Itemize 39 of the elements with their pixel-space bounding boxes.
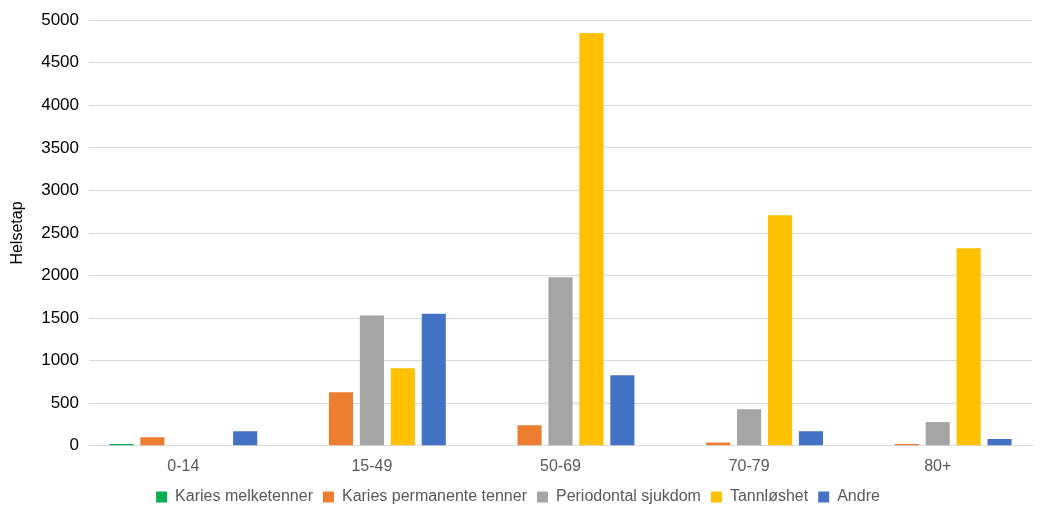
y-tick-label: 3500 bbox=[41, 137, 80, 157]
bar bbox=[328, 392, 354, 446]
bar bbox=[390, 368, 415, 446]
x-tick-label: 70-79 bbox=[728, 456, 770, 474]
y-tick-label: 3000 bbox=[41, 180, 80, 200]
bar bbox=[421, 313, 446, 446]
y-tick-label: 5000 bbox=[41, 9, 80, 29]
y-tick-label: 4000 bbox=[41, 95, 80, 115]
y-tick-label: 0 bbox=[69, 435, 80, 455]
legend-label: Karies melketenner bbox=[175, 487, 314, 505]
x-tick-label: 80+ bbox=[924, 456, 952, 474]
y-tick-label: 2000 bbox=[41, 265, 80, 285]
y-tick-label: 2500 bbox=[41, 222, 80, 242]
bar bbox=[233, 431, 258, 446]
x-tick-label: 0-14 bbox=[167, 456, 200, 474]
bar bbox=[706, 442, 731, 446]
x-tick-label: 15-49 bbox=[351, 456, 393, 474]
bar bbox=[140, 437, 165, 446]
y-tick-label: 500 bbox=[50, 392, 80, 412]
x-tick-label: 50-69 bbox=[540, 456, 582, 474]
bar bbox=[359, 315, 384, 446]
y-tick-label: 1500 bbox=[41, 307, 80, 327]
bar bbox=[956, 248, 981, 446]
bar bbox=[925, 421, 950, 446]
bar bbox=[579, 32, 604, 446]
bar bbox=[737, 409, 762, 446]
bar bbox=[517, 425, 542, 446]
bar bbox=[767, 215, 793, 446]
y-tick-label: 1000 bbox=[41, 350, 80, 370]
bar bbox=[987, 438, 1012, 446]
y-axis-title: Helsetap bbox=[8, 201, 26, 265]
bar bbox=[610, 375, 635, 446]
legend-label: Andre bbox=[837, 487, 880, 505]
legend-label: Periodontal sjukdom bbox=[555, 487, 701, 505]
legend-label: Karies permanente tenner bbox=[341, 487, 528, 505]
y-tick-label: 4500 bbox=[41, 52, 80, 72]
bar bbox=[798, 431, 824, 446]
bar bbox=[548, 277, 573, 446]
legend-label: Tannløshet bbox=[729, 487, 809, 505]
